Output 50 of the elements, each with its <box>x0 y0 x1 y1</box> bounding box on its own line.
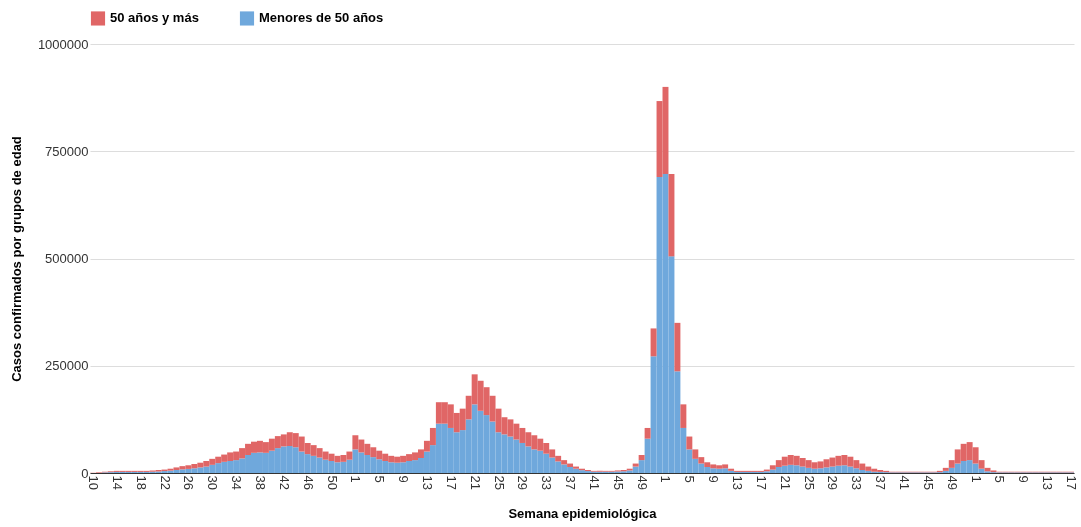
x-tick-label: 5 <box>372 475 388 483</box>
x-tick-label: 25 <box>491 475 507 490</box>
y-tick-label: 0 <box>81 465 89 481</box>
x-tick-label: 30 <box>205 475 221 490</box>
x-tick-label: 37 <box>563 475 579 490</box>
x-tick-label: 14 <box>109 475 125 490</box>
x-tick-label: 5 <box>992 475 1008 483</box>
legend-label: Menores de 50 años <box>259 10 384 26</box>
x-tick-label: 49 <box>634 475 650 490</box>
x-tick-label: 9 <box>1016 475 1032 483</box>
y-tick-label: 500000 <box>45 251 89 266</box>
x-tick-label: 46 <box>300 475 316 490</box>
x-tick-label: 50 <box>324 475 340 490</box>
y-tick-label: 1000000 <box>37 36 89 52</box>
x-tick-label: 1 <box>658 475 674 483</box>
x-tick-label: 26 <box>181 475 197 490</box>
x-tick-label: 25 <box>801 475 817 490</box>
x-tick-label: 21 <box>467 475 483 490</box>
x-tick-label: 37 <box>873 475 889 490</box>
x-tick-label: 29 <box>825 475 841 490</box>
x-axis-title: Semana epidemiológica <box>508 505 658 521</box>
y-tick-label: 750000 <box>45 143 89 159</box>
x-tick-label: 9 <box>396 475 412 483</box>
x-tick-label: 9 <box>706 475 722 483</box>
x-tick-label: 13 <box>730 475 746 490</box>
x-tick-label: 38 <box>252 475 268 490</box>
x-tick-label: 42 <box>276 475 292 490</box>
x-tick-label: 45 <box>920 475 936 490</box>
x-tick-label: 13 <box>419 475 435 490</box>
x-tick-label: 17 <box>443 475 459 490</box>
x-tick-label: 41 <box>897 475 913 490</box>
x-tick-label: 34 <box>229 475 245 490</box>
x-tick-label: 13 <box>1040 475 1056 490</box>
x-tick-label: 5 <box>682 475 698 483</box>
y-tick-label: 250000 <box>45 358 89 374</box>
x-tick-label: 41 <box>586 475 602 490</box>
y-axis-title: Casos confirmados por grupos de edad <box>8 136 24 382</box>
x-tick-label: 33 <box>849 475 865 490</box>
x-tick-label: 1 <box>348 475 364 483</box>
x-tick-label: 29 <box>515 475 531 490</box>
x-tick-label: 22 <box>157 475 173 490</box>
legend-label: 50 años y más <box>110 10 199 26</box>
x-tick-label: 45 <box>610 475 626 490</box>
x-tick-label: 49 <box>944 475 960 490</box>
x-tick-label: 1 <box>968 475 984 483</box>
x-tick-label: 17 <box>1064 475 1080 490</box>
x-tick-label: 33 <box>539 475 555 490</box>
x-tick-label: 17 <box>753 475 769 490</box>
x-tick-label: 18 <box>133 475 149 490</box>
x-tick-label: 21 <box>777 475 793 490</box>
